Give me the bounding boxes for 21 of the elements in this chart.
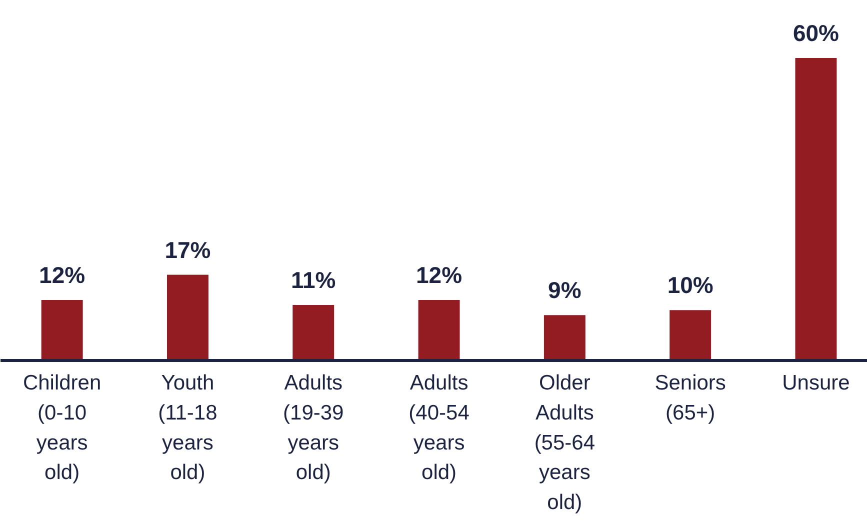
data-label: 17%	[164, 236, 211, 263]
x-tick-label: Youth (11-18 years old)	[158, 372, 218, 484]
bar	[670, 310, 712, 360]
bar	[795, 58, 837, 360]
bar	[544, 315, 586, 360]
data-label: 12%	[416, 262, 462, 288]
bar	[292, 305, 334, 360]
bar	[41, 300, 83, 360]
x-tick-label: Seniors (65+)	[654, 372, 726, 424]
x-tick-label: Adults (40-54 years old)	[408, 372, 470, 484]
bar	[166, 274, 208, 360]
x-tick-label: Unsure	[782, 372, 850, 394]
x-tick-label: Older Adults (55-64 years old)	[534, 372, 596, 514]
data-label: 60%	[792, 20, 840, 46]
x-tick-label: Children (0-10 years old)	[22, 372, 102, 484]
data-label: 10%	[667, 272, 714, 298]
x-tick-label: Adults (19-39 years old)	[283, 372, 344, 484]
data-label: 9%	[548, 277, 582, 304]
bar	[418, 300, 460, 360]
data-label: 11%	[290, 267, 336, 294]
data-label: 12%	[39, 262, 86, 288]
